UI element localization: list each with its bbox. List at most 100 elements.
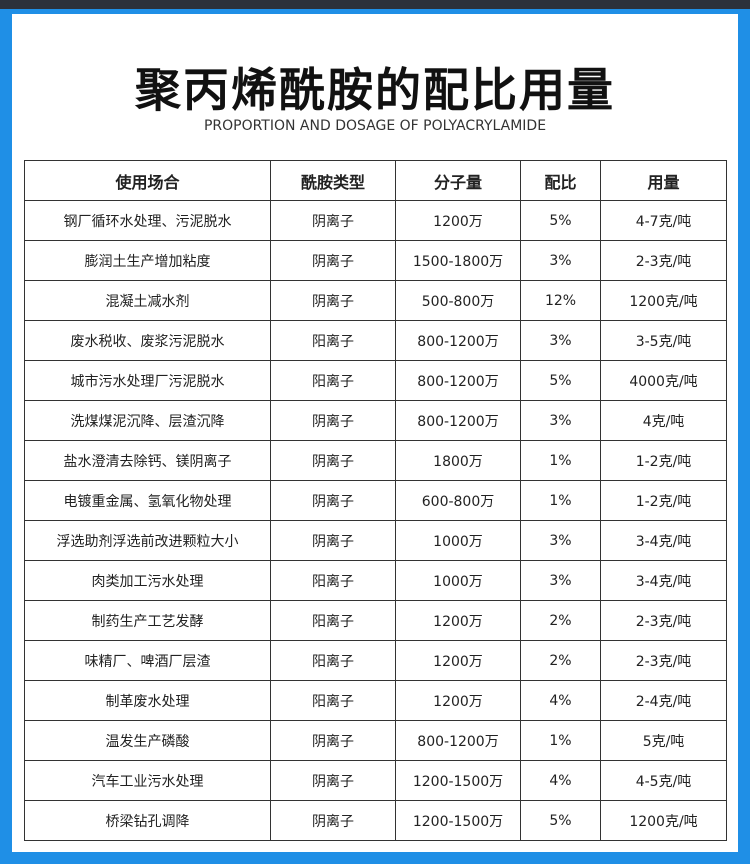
table-row: 废水税收、废浆污泥脱水 阳离子 800-1200万 3% 3-5克/吨 [24,320,727,361]
table-cell: 废水税收、废浆污泥脱水 [24,320,271,361]
table-cell: 汽车工业污水处理 [24,760,271,801]
table-cell: 1800万 [395,440,521,481]
table-cell: 4-5克/吨 [600,760,727,801]
table-cell: 阳离子 [270,600,396,641]
table-cell: 2-3克/吨 [600,600,727,641]
table-row: 电镀重金属、氢氧化物处理 阴离子 600-800万 1% 1-2克/吨 [24,480,727,521]
table-row: 膨润土生产增加粘度 阴离子 1500-1800万 3% 2-3克/吨 [24,240,727,281]
table-row: 洗煤煤泥沉降、层渣沉降 阴离子 800-1200万 3% 4克/吨 [24,400,727,441]
table-cell: 制药生产工艺发酵 [24,600,271,641]
table-cell: 1200克/吨 [600,800,727,841]
table-cell: 肉类加工污水处理 [24,560,271,601]
table-cell: 1200万 [395,640,521,681]
table-row: 肉类加工污水处理 阳离子 1000万 3% 3-4克/吨 [24,560,727,601]
table-cell: 5克/吨 [600,720,727,761]
table-cell: 阳离子 [270,640,396,681]
table-cell: 800-1200万 [395,720,521,761]
table-row: 盐水澄清去除钙、镁阴离子 阴离子 1800万 1% 1-2克/吨 [24,440,727,481]
table: 使用场合 酰胺类型 分子量 配比 用量 钢厂循环水处理、污泥脱水 阴离子 1200万 5% 4-… [24,160,727,841]
table-row: 制药生产工艺发酵 阳离子 1200万 2% 2-3克/吨 [24,600,727,641]
table-cell: 阴离子 [270,240,396,281]
table-cell: 阴离子 [270,480,396,521]
table-cell: 3-5克/吨 [600,320,727,361]
table-cell: 阴离子 [270,720,396,761]
table-cell: 1200万 [395,680,521,721]
header-row: 使用场合 酰胺类型 分子量 配比 用量 [24,160,727,201]
table-cell: 洗煤煤泥沉降、层渣沉降 [24,400,271,441]
table-cell: 4克/吨 [600,400,727,441]
table-cell: 阴离子 [270,280,396,321]
table-cell: 阴离子 [270,520,396,561]
table-cell: 800-1200万 [395,360,521,401]
table-cell: 2% [520,640,601,681]
table-cell: 1200-1500万 [395,760,521,801]
table-cell: 1000万 [395,520,521,561]
table-cell: 4% [520,680,601,721]
table-cell: 温发生产磷酸 [24,720,271,761]
table-cell: 桥梁钻孔调降 [24,800,271,841]
table-cell: 4000克/吨 [600,360,727,401]
table-cell: 电镀重金属、氢氧化物处理 [24,480,271,521]
table-row: 温发生产磷酸 阴离子 800-1200万 1% 5克/吨 [24,720,727,761]
table-row: 混凝土减水剂 阴离子 500-800万 12% 1200克/吨 [24,280,727,321]
column-header: 用量 [600,160,727,201]
table-cell: 3% [520,320,601,361]
table-cell: 3% [520,560,601,601]
table-row: 钢厂循环水处理、污泥脱水 阴离子 1200万 5% 4-7克/吨 [24,200,727,241]
table-cell: 阴离子 [270,400,396,441]
table-cell: 2-4克/吨 [600,680,727,721]
table-cell: 800-1200万 [395,400,521,441]
table-cell: 浮选助剂浮选前改进颗粒大小 [24,520,271,561]
table-cell: 制革废水处理 [24,680,271,721]
table-row: 浮选助剂浮选前改进颗粒大小 阴离子 1000万 3% 3-4克/吨 [24,520,727,561]
table-cell: 1-2克/吨 [600,480,727,521]
table-body: 钢厂循环水处理、污泥脱水 阴离子 1200万 5% 4-7克/吨 膨润土生产增加粘度 阴离子… [24,200,727,841]
table-cell: 钢厂循环水处理、污泥脱水 [24,200,271,241]
table-cell: 阴离子 [270,440,396,481]
title: 聚丙烯酰胺的配比用量 [135,63,615,117]
table-cell: 3-4克/吨 [600,520,727,561]
table-cell: 膨润土生产增加粘度 [24,240,271,281]
table-cell: 2% [520,600,601,641]
table-cell: 3% [520,400,601,441]
table-cell: 阴离子 [270,200,396,241]
table-cell: 1% [520,480,601,521]
table-cell: 阴离子 [270,800,396,841]
table-cell: 2-3克/吨 [600,240,727,281]
table-cell: 600-800万 [395,480,521,521]
top-bar [0,0,750,9]
table-cell: 1000万 [395,560,521,601]
table-cell: 4-7克/吨 [600,200,727,241]
table-cell: 城市污水处理厂污泥脱水 [24,360,271,401]
table-cell: 5% [520,800,601,841]
table-cell: 5% [520,200,601,241]
table-cell: 阳离子 [270,560,396,601]
table-cell: 3% [520,240,601,281]
table-cell: 500-800万 [395,280,521,321]
table-cell: 12% [520,280,601,321]
table-cell: 1-2克/吨 [600,440,727,481]
column-header: 配比 [520,160,601,201]
table-cell: 5% [520,360,601,401]
table-cell: 阳离子 [270,360,396,401]
table-row: 味精厂、啤酒厂层渣 阳离子 1200万 2% 2-3克/吨 [24,640,727,681]
table-cell: 1200万 [395,200,521,241]
table-cell: 阳离子 [270,680,396,721]
table-row: 汽车工业污水处理 阴离子 1200-1500万 4% 4-5克/吨 [24,760,727,801]
table-cell: 1% [520,720,601,761]
table-cell: 1200-1500万 [395,800,521,841]
table-cell: 3% [520,520,601,561]
table-cell: 3-4克/吨 [600,560,727,601]
table-cell: 800-1200万 [395,320,521,361]
table-cell: 1200克/吨 [600,280,727,321]
table-cell: 1500-1800万 [395,240,521,281]
table-row: 城市污水处理厂污泥脱水 阳离子 800-1200万 5% 4000克/吨 [24,360,727,401]
table-cell: 阳离子 [270,320,396,361]
table-cell: 1% [520,440,601,481]
table-row: 制革废水处理 阳离子 1200万 4% 2-4克/吨 [24,680,727,721]
column-header: 使用场合 [24,160,271,201]
table-cell: 阴离子 [270,760,396,801]
table-cell: 4% [520,760,601,801]
table-cell: 混凝土减水剂 [24,280,271,321]
